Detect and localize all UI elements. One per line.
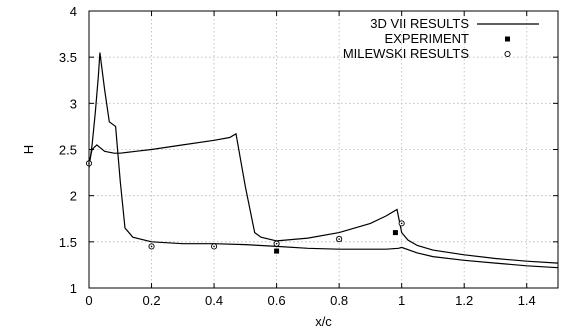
x-axis-label: x/c bbox=[315, 314, 332, 329]
y-tick-label: 3.5 bbox=[59, 50, 77, 65]
milewski-point-center bbox=[213, 245, 215, 248]
x-tick-label: 1 bbox=[398, 293, 405, 308]
plot-frame bbox=[88, 10, 559, 289]
x-tick-label: 0.6 bbox=[268, 293, 286, 308]
legend-milewski-swatch bbox=[504, 50, 511, 58]
series-line-vii bbox=[88, 132, 559, 264]
ticks bbox=[88, 10, 558, 289]
series-lines bbox=[88, 52, 559, 269]
milewski-point-center bbox=[400, 222, 403, 225]
legend-experiment-label: EXPERIMENT bbox=[384, 31, 469, 46]
legend-experiment-swatch bbox=[505, 36, 510, 42]
x-tick-label: 1.4 bbox=[518, 293, 536, 308]
y-tick-label: 2 bbox=[70, 189, 77, 204]
milewski-point-center bbox=[275, 242, 278, 245]
experiment-point bbox=[274, 248, 280, 254]
tick-labels: 0 0.2 0.4 0.6 0.8 1 1.2 1.4 1 1.5 2 2.5 3 3.5 4 bbox=[59, 4, 536, 308]
y-tick-label: 4 bbox=[70, 4, 77, 19]
y-tick-label: 1.5 bbox=[59, 235, 77, 250]
y-axis-label: H bbox=[21, 145, 36, 154]
y-tick-label: 2.5 bbox=[59, 143, 77, 158]
series-markers bbox=[85, 160, 405, 254]
legend-milewski-label: MILEWSKI RESULTS bbox=[343, 46, 470, 61]
x-tick-label: 0 bbox=[85, 293, 92, 308]
legend-vii-label: 3D VII RESULTS bbox=[370, 16, 469, 31]
grid bbox=[89, 11, 558, 288]
x-tick-label: 0.4 bbox=[205, 293, 223, 308]
series-line-vii bbox=[88, 52, 559, 269]
x-tick-label: 1.2 bbox=[455, 293, 473, 308]
y-tick-label: 1 bbox=[70, 281, 77, 296]
legend: 3D VII RESULTS EXPERIMENT MILEWSKI RESUL… bbox=[343, 16, 539, 61]
y-tick-label: 3 bbox=[70, 96, 77, 111]
x-tick-label: 0.8 bbox=[330, 293, 348, 308]
milewski-point-center bbox=[150, 245, 153, 248]
milewski-point-center bbox=[338, 238, 340, 240]
experiment-point bbox=[392, 230, 398, 236]
x-tick-label: 0.2 bbox=[142, 293, 160, 308]
